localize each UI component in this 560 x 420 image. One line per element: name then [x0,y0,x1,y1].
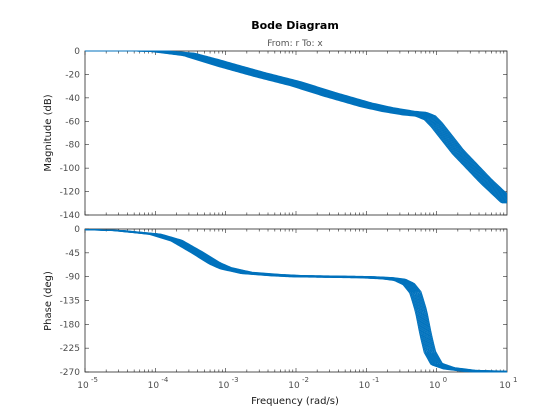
phase-curves [84,229,508,373]
magnitude-ytick-label: -40 [65,94,80,104]
phase-response-curve [84,229,507,373]
magnitude-response-curve [85,50,508,196]
phase-response-curve [85,229,508,373]
x-tick-exponent: -3 [232,376,239,384]
phase-response-curve [85,229,508,372]
phase-axis-label: Phase (deg) [43,271,54,331]
phase-axes: 0-45-90-135-180-225-27010-510-410-310-21… [60,225,518,391]
phase-frame [84,228,508,373]
phase-response-curve [84,229,507,373]
phase-ytick-label: -90 [65,273,80,283]
magnitude-ytick-label: -60 [65,117,80,127]
x-tick-exponent: 0 [443,376,447,384]
chart-subtitle: From: r To: x [267,39,323,49]
magnitude-ytick-label: -100 [60,164,81,174]
x-tick-exponent: 1 [513,376,517,384]
phase-ytick-label: -270 [60,368,81,378]
phase-response-curve [85,229,508,372]
phase-response-curve [84,229,507,373]
magnitude-axes: 0 -20 -40 -60 -80 -100 -120 -140 [60,47,508,221]
phase-response-curve [84,229,507,373]
x-tick-label: 10 [429,381,441,391]
magnitude-response-curve [85,50,508,195]
magnitude-response-curve [85,50,508,197]
magnitude-ytick-label: -20 [65,70,80,80]
phase-ytick-label: -45 [65,249,80,259]
x-tick-label: 10 [77,381,89,391]
x-tick-label: 10 [148,381,160,391]
phase-ytick-label: -135 [60,297,80,307]
phase-response-curve [84,229,507,373]
phase-ytick-label: -225 [60,344,80,354]
magnitude-curves [85,50,508,204]
magnitude-ytick-label: 0 [74,47,80,57]
phase-ytick-label: 0 [74,225,80,235]
phase-response-curve [84,229,508,373]
magnitude-axis-label: Magnitude (dB) [43,94,54,171]
x-tick-label: 10 [218,381,230,391]
phase-response-curve [85,229,508,373]
x-tick-exponent: -4 [161,376,169,384]
x-tick-exponent: -2 [302,376,309,384]
x-tick-label: 10 [288,381,300,391]
x-tick-exponent: -5 [91,376,98,384]
magnitude-ytick-label: -120 [60,188,81,198]
x-axis-label: Frequency (rad/s) [251,396,339,407]
x-tick-label: 10 [359,381,371,391]
magnitude-ytick-label: -80 [65,141,80,151]
chart-title: Bode Diagram [251,19,339,32]
x-tick-label: 10 [499,381,511,391]
magnitude-ytick-label: -140 [60,211,81,221]
phase-response-curve [85,229,508,372]
x-tick-exponent: -1 [372,376,379,384]
phase-response-curve [84,229,507,373]
phase-response-curve [84,229,508,373]
phase-ytick-label: -180 [60,320,81,330]
phase-response-curve [84,229,507,373]
